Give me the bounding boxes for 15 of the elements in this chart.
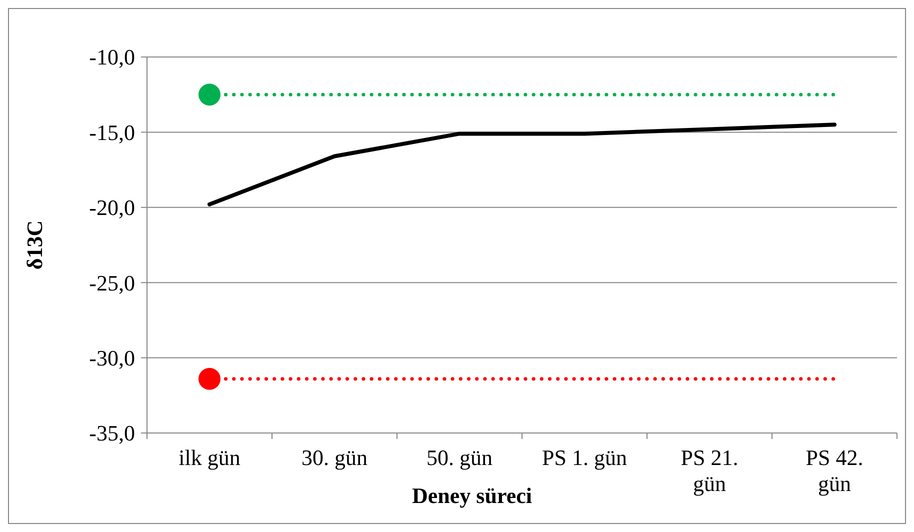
x-tick-label: ilk gün: [178, 445, 240, 470]
y-tick-label: -35,0: [89, 420, 135, 446]
y-tick-label: -30,0: [89, 346, 135, 370]
x-axis-title: Deney süreci: [412, 483, 532, 508]
line-series: [208, 122, 836, 206]
x-tick-label: 30. gün: [302, 445, 368, 470]
y-tick-label: -25,0: [89, 270, 135, 296]
x-tick-label: PS 42. gün: [806, 445, 864, 496]
x-tick-label: PS 1. gün: [542, 445, 627, 470]
x-tick-label: PS 21. gün: [680, 445, 738, 496]
y-tick-label: -10,0: [89, 44, 135, 70]
y-axis-title: δ13C: [22, 220, 47, 270]
y-tick-label: -20,0: [89, 195, 135, 220]
x-tick-label: 50. gün: [426, 445, 492, 470]
y-tick-label: -15,0: [89, 120, 135, 145]
